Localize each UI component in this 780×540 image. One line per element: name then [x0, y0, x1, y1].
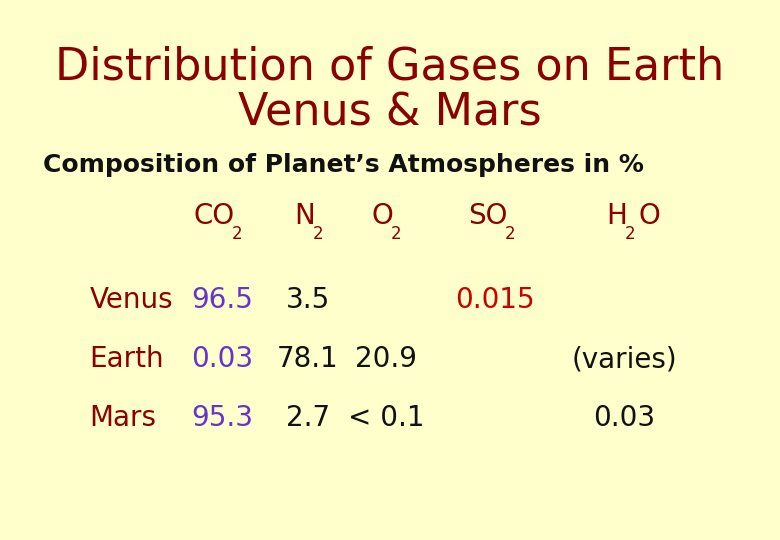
Text: SO: SO [468, 202, 507, 230]
Text: 0.03: 0.03 [191, 345, 254, 373]
Text: Composition of Planet’s Atmospheres in %: Composition of Planet’s Atmospheres in % [43, 153, 643, 177]
Text: 0.03: 0.03 [593, 404, 655, 433]
Text: Distribution of Gases on Earth: Distribution of Gases on Earth [55, 46, 725, 89]
Text: 0.015: 0.015 [456, 286, 535, 314]
Text: 2: 2 [625, 225, 636, 243]
Text: Venus & Mars: Venus & Mars [238, 92, 542, 135]
Text: N: N [294, 202, 314, 230]
Text: 2: 2 [505, 225, 516, 243]
Text: 2: 2 [391, 225, 402, 243]
Text: 20.9: 20.9 [355, 345, 417, 373]
Text: 2.7: 2.7 [286, 404, 330, 433]
Text: O: O [639, 202, 661, 230]
Text: < 0.1: < 0.1 [348, 404, 424, 433]
Text: 95.3: 95.3 [191, 404, 254, 433]
Text: H: H [606, 202, 626, 230]
Text: CO: CO [194, 202, 235, 230]
Text: Mars: Mars [90, 404, 157, 433]
Text: Venus: Venus [90, 286, 173, 314]
Text: 3.5: 3.5 [286, 286, 330, 314]
Text: 78.1: 78.1 [277, 345, 339, 373]
Text: 96.5: 96.5 [191, 286, 254, 314]
Text: O: O [371, 202, 393, 230]
Text: (varies): (varies) [571, 345, 677, 373]
Text: 2: 2 [232, 225, 243, 243]
Text: Earth: Earth [90, 345, 165, 373]
Text: 2: 2 [313, 225, 324, 243]
